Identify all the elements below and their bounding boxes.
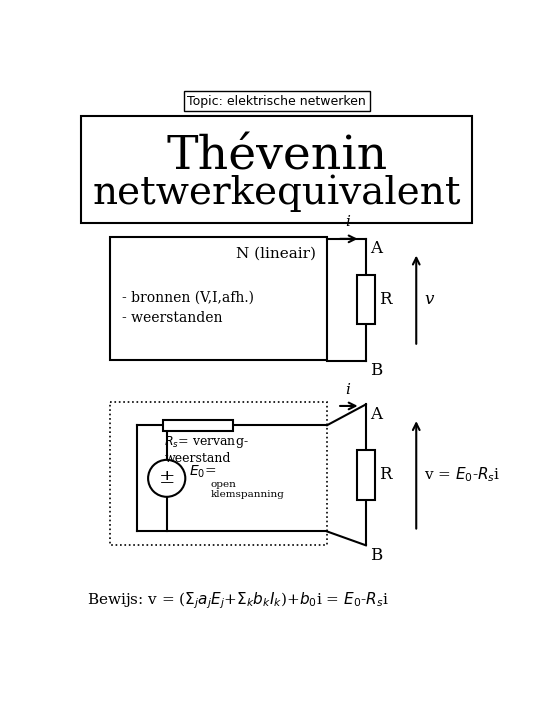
Text: i: i bbox=[346, 383, 350, 397]
Text: Thévenin: Thévenin bbox=[166, 134, 387, 179]
Text: A: A bbox=[370, 406, 382, 423]
Bar bbox=[356, 275, 375, 324]
Bar bbox=[110, 402, 327, 544]
Text: i: i bbox=[346, 215, 350, 229]
Bar bbox=[110, 237, 327, 360]
Text: B: B bbox=[370, 362, 383, 379]
Circle shape bbox=[148, 460, 185, 497]
Bar bbox=[82, 116, 472, 223]
Text: v = $E_0$-$R_s$i: v = $E_0$-$R_s$i bbox=[424, 466, 501, 485]
Bar bbox=[163, 420, 233, 431]
Text: open
klemspanning: open klemspanning bbox=[211, 480, 285, 499]
Text: Bewijs: v = ($\Sigma_j$$a_j$$E_j$+$\Sigma_k$$b_k$$I_k$)+$b_0$i = $E_0$-$R_s$i: Bewijs: v = ($\Sigma_j$$a_j$$E_j$+$\Sigm… bbox=[87, 590, 388, 611]
Text: $E_0$=: $E_0$= bbox=[189, 464, 218, 480]
Bar bbox=[356, 450, 375, 500]
Text: - bronnen (V,I,afh.)
- weerstanden: - bronnen (V,I,afh.) - weerstanden bbox=[122, 290, 254, 325]
Text: R: R bbox=[379, 467, 392, 483]
Text: v: v bbox=[424, 291, 434, 308]
Text: Topic: elektrische netwerken: Topic: elektrische netwerken bbox=[187, 94, 366, 107]
Text: netwerkequivalent: netwerkequivalent bbox=[92, 174, 461, 212]
Text: $R_s$= vervang-
weerstand: $R_s$= vervang- weerstand bbox=[164, 434, 249, 465]
Text: R: R bbox=[379, 291, 392, 308]
Text: A: A bbox=[370, 240, 382, 257]
Text: N (lineair): N (lineair) bbox=[235, 246, 315, 261]
Text: ±: ± bbox=[158, 469, 175, 487]
Text: B: B bbox=[370, 547, 383, 564]
